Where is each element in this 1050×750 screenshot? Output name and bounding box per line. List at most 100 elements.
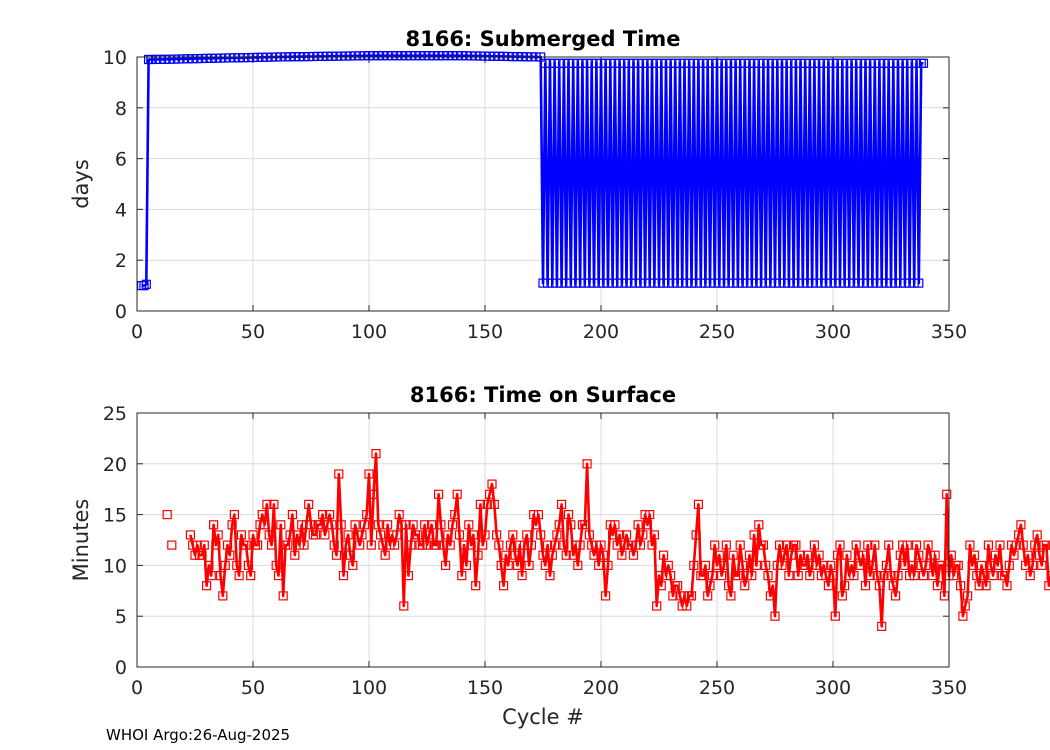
- surface-time-data-point: [482, 499, 492, 509]
- surface-time-data-point: [928, 570, 938, 581]
- submerged-time-data-point: [600, 58, 611, 68]
- surface-time-data-point: [1020, 560, 1031, 571]
- surface-time-data-point: [958, 611, 968, 621]
- y-tick-label: 8: [115, 98, 127, 120]
- surface-time-data-point: [663, 560, 673, 571]
- surface-time-data-point: [672, 581, 683, 591]
- submerged-time-data-point: [879, 58, 889, 68]
- surface-time-data-point: [540, 560, 550, 571]
- surface-time-data-point: [645, 510, 655, 520]
- submerged-time-data-point: [540, 58, 550, 68]
- submerged-time-data-point: [341, 51, 351, 61]
- surface-time-data-point: [942, 489, 952, 499]
- submerged-time-data-point: [401, 51, 411, 61]
- submerged-time-data-point: [415, 51, 425, 61]
- surface-time-data-point: [211, 540, 221, 550]
- submerged-time-data-point: [373, 51, 383, 61]
- surface-time-data-point: [297, 520, 307, 530]
- surface-time-data-point: [554, 520, 564, 530]
- surface-time-data-point: [380, 550, 390, 560]
- surface-time-data-point: [229, 510, 239, 520]
- submerged-time-data-point: [807, 278, 817, 288]
- surface-time-data-point: [726, 591, 736, 601]
- y-tick-label: 0: [115, 301, 127, 323]
- surface-time-data-point: [315, 520, 325, 530]
- surface-time-data-point: [499, 581, 509, 591]
- submerged-time-data-point: [480, 51, 490, 61]
- submerged-time-data-point: [378, 51, 388, 61]
- surface-time-data-point: [526, 540, 537, 550]
- submerged-time-data-point: [730, 58, 741, 68]
- surface-time-data-point: [587, 540, 597, 550]
- surface-time-data-point: [209, 520, 219, 530]
- footer-credit: WHOI Argo:26-Aug-2025: [106, 726, 290, 744]
- surface-time-data-point: [350, 520, 360, 530]
- surface-time-data-point: [976, 560, 987, 571]
- surface-time-data-point: [665, 570, 676, 581]
- submerged-time-data-point: [895, 278, 905, 288]
- surface-time-data-point: [294, 540, 304, 550]
- surface-time-data-point: [206, 570, 216, 581]
- surface-time-data-point: [652, 601, 662, 611]
- surface-time-data-point: [682, 601, 692, 611]
- surface-time-data-point: [691, 530, 701, 540]
- surface-time-data-point: [972, 570, 982, 581]
- surface-time-data-point: [241, 540, 251, 550]
- surface-time-data-point: [733, 570, 743, 581]
- surface-time-data-point: [719, 560, 729, 571]
- x-tick-label: 100: [351, 321, 387, 343]
- submerged-time-data-point: [670, 58, 680, 68]
- submerged-time-data-point: [902, 58, 912, 68]
- submerged-time-data-point: [747, 278, 757, 288]
- surface-time-data-point: [603, 560, 613, 571]
- surface-time-data-point: [322, 520, 332, 530]
- surface-time-data-point: [895, 550, 905, 560]
- surface-time-data-point: [568, 550, 578, 560]
- submerged-time-data-point: [665, 58, 676, 68]
- surface-time-data-point: [232, 560, 242, 571]
- surface-time-data-point: [519, 540, 530, 550]
- surface-time-data-point: [668, 591, 678, 601]
- surface-time-data-point: [556, 499, 567, 509]
- surface-time-data-point: [863, 540, 873, 550]
- surface-time-data-point: [981, 581, 991, 591]
- surface-time-data-point: [348, 560, 358, 571]
- submerged-time-data-point: [863, 278, 873, 288]
- surface-time-data-point: [443, 530, 453, 540]
- submerged-time-data-point: [466, 51, 476, 61]
- submerged-time-data-point: [721, 58, 731, 68]
- surface-time-data-point: [492, 530, 502, 540]
- surface-time-data-point: [710, 540, 720, 550]
- surface-time-data-point: [740, 581, 750, 591]
- submerged-time-tick-labels: 0 50 100 150 200 250 300 350 0 2 4 6 8 10: [103, 47, 967, 343]
- surface-time-data-point: [503, 560, 513, 571]
- submerged-time-data-point: [359, 51, 369, 61]
- surface-time-data-point: [343, 530, 353, 540]
- surface-time-data-point: [965, 540, 975, 550]
- surface-time-data-point: [955, 581, 966, 591]
- submerged-time-data-point: [183, 54, 193, 64]
- surface-time-data-point: [904, 570, 915, 581]
- surface-time-data-point: [779, 550, 789, 560]
- surface-time-data-point: [359, 520, 369, 530]
- surface-time-data-point: [334, 469, 344, 479]
- submerged-time-data-point: [607, 278, 618, 288]
- surface-time-data-point: [441, 560, 451, 571]
- submerged-time-data-point: [554, 58, 564, 68]
- surface-time-data-point: [547, 550, 557, 560]
- x-tick-label: 0: [131, 677, 143, 699]
- submerged-time-data-point: [656, 58, 666, 68]
- surface-time-data-point: [329, 540, 339, 550]
- surface-time-data-point: [262, 499, 272, 509]
- y-tick-label: 20: [103, 454, 127, 476]
- surface-time-data-point: [269, 499, 279, 509]
- surface-time-data-point: [524, 560, 534, 571]
- x-tick-label: 50: [241, 677, 265, 699]
- surface-time-data-point: [993, 560, 1003, 571]
- surface-time-data-point: [222, 540, 233, 550]
- submerged-time-data-point: [598, 278, 608, 288]
- surface-time-data-point: [874, 581, 885, 591]
- submerged-time-data-point: [239, 53, 249, 63]
- surface-time-data-point: [605, 520, 615, 530]
